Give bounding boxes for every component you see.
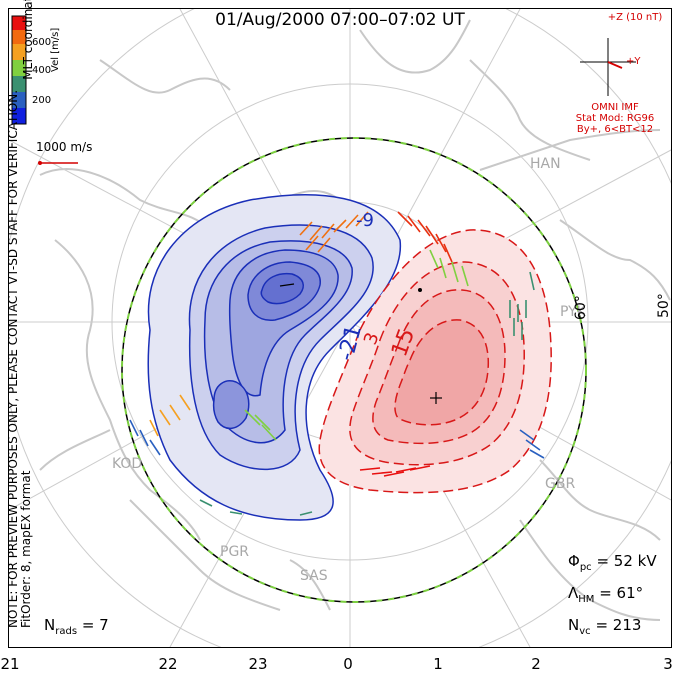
svg-text:PYK: PYK: [560, 304, 587, 320]
imf-z-label: +Z (10 nT): [607, 12, 663, 23]
svg-text:GBR: GBR: [545, 476, 575, 492]
mlt-tick: 3: [663, 655, 673, 673]
radar-count: Nrads = 7: [44, 616, 109, 637]
potential-drop: Φpc = 52 kV: [568, 552, 657, 573]
dusk-convection-cell: [147, 194, 401, 521]
hm-latitude: ΛHM = 61°: [568, 584, 644, 605]
svg-text:PGR: PGR: [220, 544, 249, 560]
svg-text:60°: 60°: [573, 295, 589, 320]
scale-vector-label: 1000 m/s: [36, 140, 93, 154]
hm-boundary-dash: [121, 137, 587, 603]
vector-count: Nvc = 213: [568, 616, 642, 637]
svg-text:KOD: KOD: [112, 456, 142, 472]
svg-text:50°: 50°: [656, 293, 672, 318]
velocity-colorbar: [11, 15, 27, 125]
mlt-tick: 0: [343, 655, 353, 673]
mlt-tick: 23: [248, 655, 268, 673]
svg-text:SAS: SAS: [300, 568, 328, 584]
imf-dial: [580, 38, 636, 96]
mlt-tick: 1: [433, 655, 443, 673]
dawn-convection-cell: [318, 229, 552, 494]
svg-text:HAN: HAN: [530, 156, 561, 172]
mlt-tick: 21: [0, 655, 20, 673]
imf-model-info: OMNI IMF Stat Mod: RG96 By+, 6<BT<12: [575, 102, 655, 135]
scale-vector: [38, 161, 78, 165]
mlt-tick: 2: [531, 655, 541, 673]
mlt-tick: 22: [158, 655, 178, 673]
coordinate-system-label: MLT coordinates: [21, 0, 35, 80]
colorbar-label: Vel [m/s]: [50, 27, 61, 72]
map-title: 01/Aug/2000 07:00–07:02 UT: [215, 10, 465, 30]
plot-frame: [8, 8, 672, 648]
imf-y-label: +Y: [626, 56, 641, 67]
svg-text:-9: -9: [356, 210, 374, 231]
velocity-vectors: [129, 211, 545, 516]
